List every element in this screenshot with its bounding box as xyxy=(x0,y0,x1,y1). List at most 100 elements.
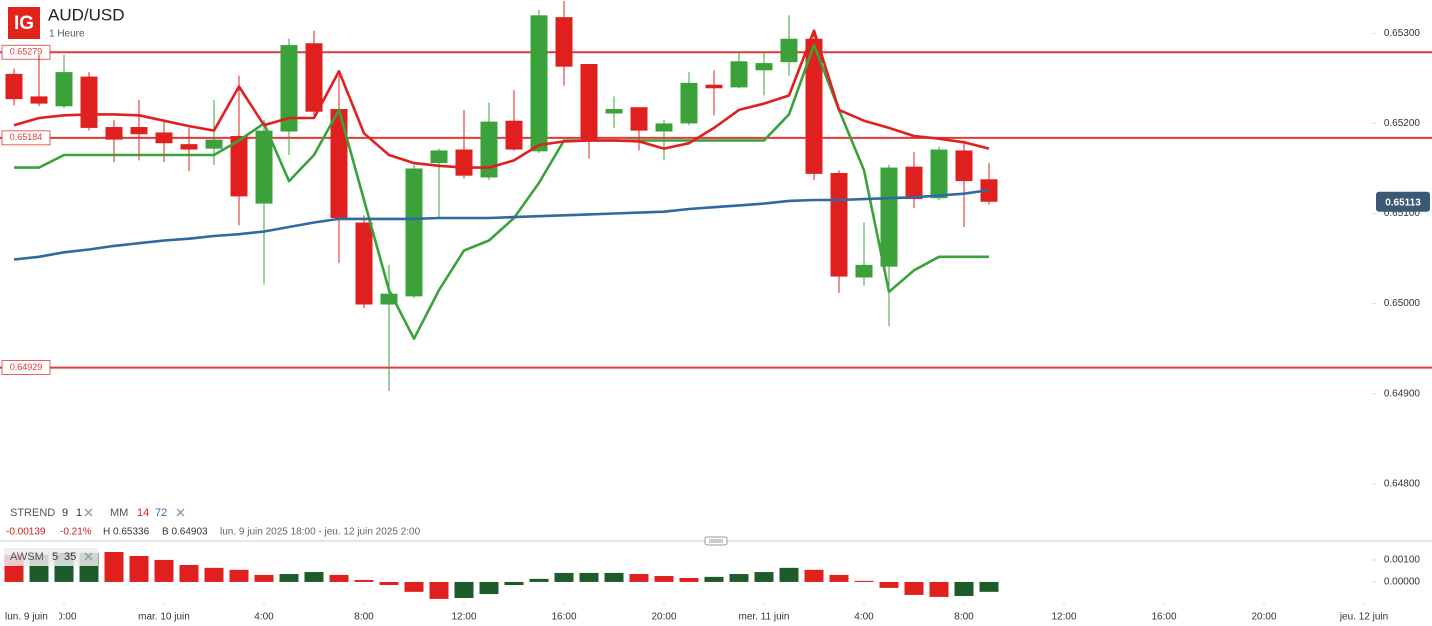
candle-body xyxy=(55,72,73,107)
oscillator-bar xyxy=(629,574,649,582)
range: lun. 9 juin 2025 18:00 - jeu. 12 juin 20… xyxy=(220,527,421,538)
handle-box[interactable] xyxy=(704,536,728,546)
candle-body xyxy=(530,15,548,152)
oscillator-bar xyxy=(204,567,224,582)
x-tick-label: 4:00 xyxy=(254,612,274,623)
stats: -0.00139 -0.21% H 0.65336 B 0.64903 lun.… xyxy=(6,527,421,538)
oscillator-name: AWSM xyxy=(10,551,44,563)
oscillator-bar xyxy=(479,581,499,595)
oscillator-bar xyxy=(779,567,799,582)
overlay-line xyxy=(14,43,989,340)
oscillator-bar xyxy=(804,569,824,582)
last-price-box xyxy=(1376,191,1430,212)
y-tick-label: 0.65100 xyxy=(1384,208,1421,219)
x-tick-label: 12:00 xyxy=(1051,612,1076,623)
candle-body xyxy=(130,127,148,135)
candle-body xyxy=(205,139,223,149)
candle-body xyxy=(30,96,48,104)
oscillator-bar xyxy=(729,574,749,582)
symbol: AUD/USD xyxy=(48,5,125,24)
y-tick-label: 0.64900 xyxy=(1384,388,1421,399)
oscillator-bar xyxy=(654,576,674,582)
indicator-param: 1 xyxy=(76,507,82,519)
y-tick-label: 0.65300 xyxy=(1384,28,1421,39)
x-tick-label: 20:00 xyxy=(1251,612,1276,623)
candle-body xyxy=(680,82,698,124)
x-tick-label: 16:00 xyxy=(551,612,576,623)
level-label: 0.64929 xyxy=(10,362,43,372)
y-tick-label: 0.00100 xyxy=(1384,555,1421,566)
oscillator-bar xyxy=(679,577,699,582)
oscillator-bar xyxy=(254,574,274,582)
oscillator-bar xyxy=(379,581,399,586)
overlay-line xyxy=(13,29,990,169)
x-start-label: lun. 9 juin xyxy=(5,612,48,623)
y-tick-label: 0.00000 xyxy=(1384,577,1421,588)
candle-body xyxy=(830,172,848,277)
x-tick-label: 8:00 xyxy=(354,612,374,623)
candle-body xyxy=(755,63,773,71)
oscillator-bar xyxy=(529,578,549,582)
remove-indicator[interactable] xyxy=(176,508,185,517)
oscillator-legend-box xyxy=(4,548,98,566)
candle-body xyxy=(730,61,748,88)
candle-body xyxy=(480,121,498,178)
y-tick-label: 0.65200 xyxy=(1384,118,1421,129)
remove-indicator[interactable] xyxy=(84,508,93,517)
indicator-param: 72 xyxy=(155,507,167,519)
oscillator-bar xyxy=(154,559,174,582)
oscillator-bar xyxy=(279,574,299,582)
overlay-line xyxy=(13,188,990,261)
oscillator-bar xyxy=(129,555,149,582)
candle-body xyxy=(955,150,973,182)
candle-body xyxy=(105,127,123,140)
oscillator-bar xyxy=(104,552,124,582)
indicator-param: 14 xyxy=(137,507,149,519)
low: B 0.64903 xyxy=(162,527,208,538)
oscillator-bar xyxy=(754,572,774,582)
candle-body xyxy=(155,132,173,144)
oscillator-bar xyxy=(929,581,949,597)
oscillator-param: 5 xyxy=(52,551,58,563)
indicator-legend: STREND 9 1 MM 14 72 xyxy=(10,507,185,519)
candle-body xyxy=(780,38,798,63)
oscillator-bar xyxy=(354,579,374,582)
x-tick-label: 16:00 xyxy=(1151,612,1176,623)
resize-handle[interactable] xyxy=(704,536,728,546)
remove-indicator[interactable] xyxy=(84,552,93,561)
oscillator-panel: 0.00100 0.00000 AWSM 5 35 xyxy=(4,548,1420,599)
oscillator-bar xyxy=(979,581,999,592)
candle-body xyxy=(380,293,398,305)
x-tick-label: 12:00 xyxy=(451,612,476,623)
oscillator-bar xyxy=(829,574,849,582)
candle-body xyxy=(280,45,298,132)
logo: IG xyxy=(14,13,34,34)
last-price: 0.65113 xyxy=(1385,197,1421,208)
candle-body xyxy=(5,73,23,100)
x-tick-label: 4:00 xyxy=(854,612,874,623)
candle-body xyxy=(805,38,823,174)
logo-box xyxy=(8,7,40,39)
oscillator-bar xyxy=(329,574,349,582)
x-tick-label: jeu. 12 juin xyxy=(1339,612,1388,623)
candle-body xyxy=(80,76,98,128)
oscillator-bar xyxy=(904,581,924,595)
candle-body xyxy=(905,166,923,200)
oscillator-bar xyxy=(504,581,524,586)
high: H 0.65336 xyxy=(103,527,150,538)
x-start-label-bg xyxy=(0,608,59,626)
oscillator-bar xyxy=(579,572,599,582)
oscillator-bar xyxy=(554,572,574,582)
oscillator-bar xyxy=(954,581,974,597)
indicator-name: MM xyxy=(110,507,128,519)
oscillator-bar xyxy=(704,576,724,582)
candle-body xyxy=(405,168,423,297)
y-tick-label: 0.65000 xyxy=(1384,298,1421,309)
interval: 1 Heure xyxy=(49,29,85,40)
candle-body xyxy=(180,144,198,150)
header: IG AUD/USD 1 Heure xyxy=(8,5,125,40)
price-panel: 0.65300 0.65200 0.65100 0.65000 0.64900 0.648… xyxy=(0,0,1432,489)
